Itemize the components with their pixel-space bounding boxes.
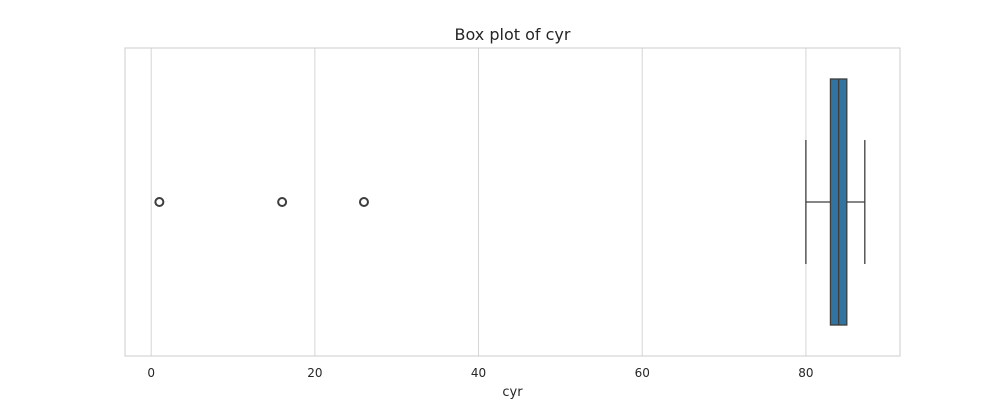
outlier-point (154, 197, 165, 207)
x-axis-label: cyr (502, 385, 523, 400)
x-axis-ticks: 0 20 40 60 80 (147, 366, 813, 380)
x-tick-label: 20 (307, 366, 322, 380)
x-tick-label: 80 (798, 366, 813, 380)
outliers (154, 197, 369, 207)
grid-lines (150, 48, 807, 356)
box-plot (805, 78, 866, 326)
x-tick-label: 0 (147, 366, 155, 380)
chart-title: Box plot of cyr (455, 25, 571, 44)
x-tick-label: 40 (471, 366, 486, 380)
outlier-point (277, 197, 288, 207)
x-tick-label: 60 (635, 366, 650, 380)
plot-area-frame (124, 47, 901, 357)
outlier-point (358, 197, 369, 207)
